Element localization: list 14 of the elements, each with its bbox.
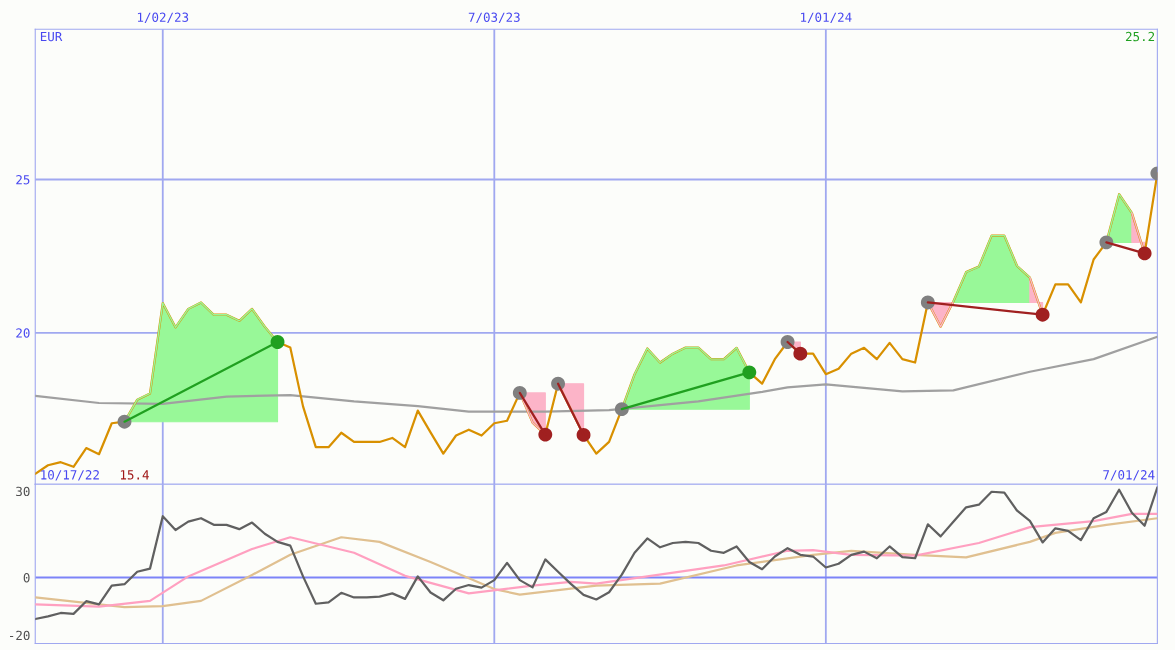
y-tick-label: 0 <box>23 573 30 583</box>
annotation: 7/01/24 <box>1103 470 1155 481</box>
annotation: 15.4 <box>120 470 149 480</box>
y-tick-label: 20 <box>16 328 30 338</box>
annotation: 10/17/22 <box>41 470 99 481</box>
y-tick-label: 30 <box>16 486 30 497</box>
y-tick-label: 25 <box>16 174 30 185</box>
x-tick-label: 1/02/23 <box>137 12 189 23</box>
annotation: EUR <box>40 31 63 42</box>
y-tick-label: -20 <box>9 630 30 641</box>
x-tick-label: 7/03/23 <box>468 12 520 23</box>
line-series <box>35 335 1158 413</box>
annotation: 25.2 <box>1125 31 1155 42</box>
x-tick-label: 1/01/24 <box>801 12 852 23</box>
